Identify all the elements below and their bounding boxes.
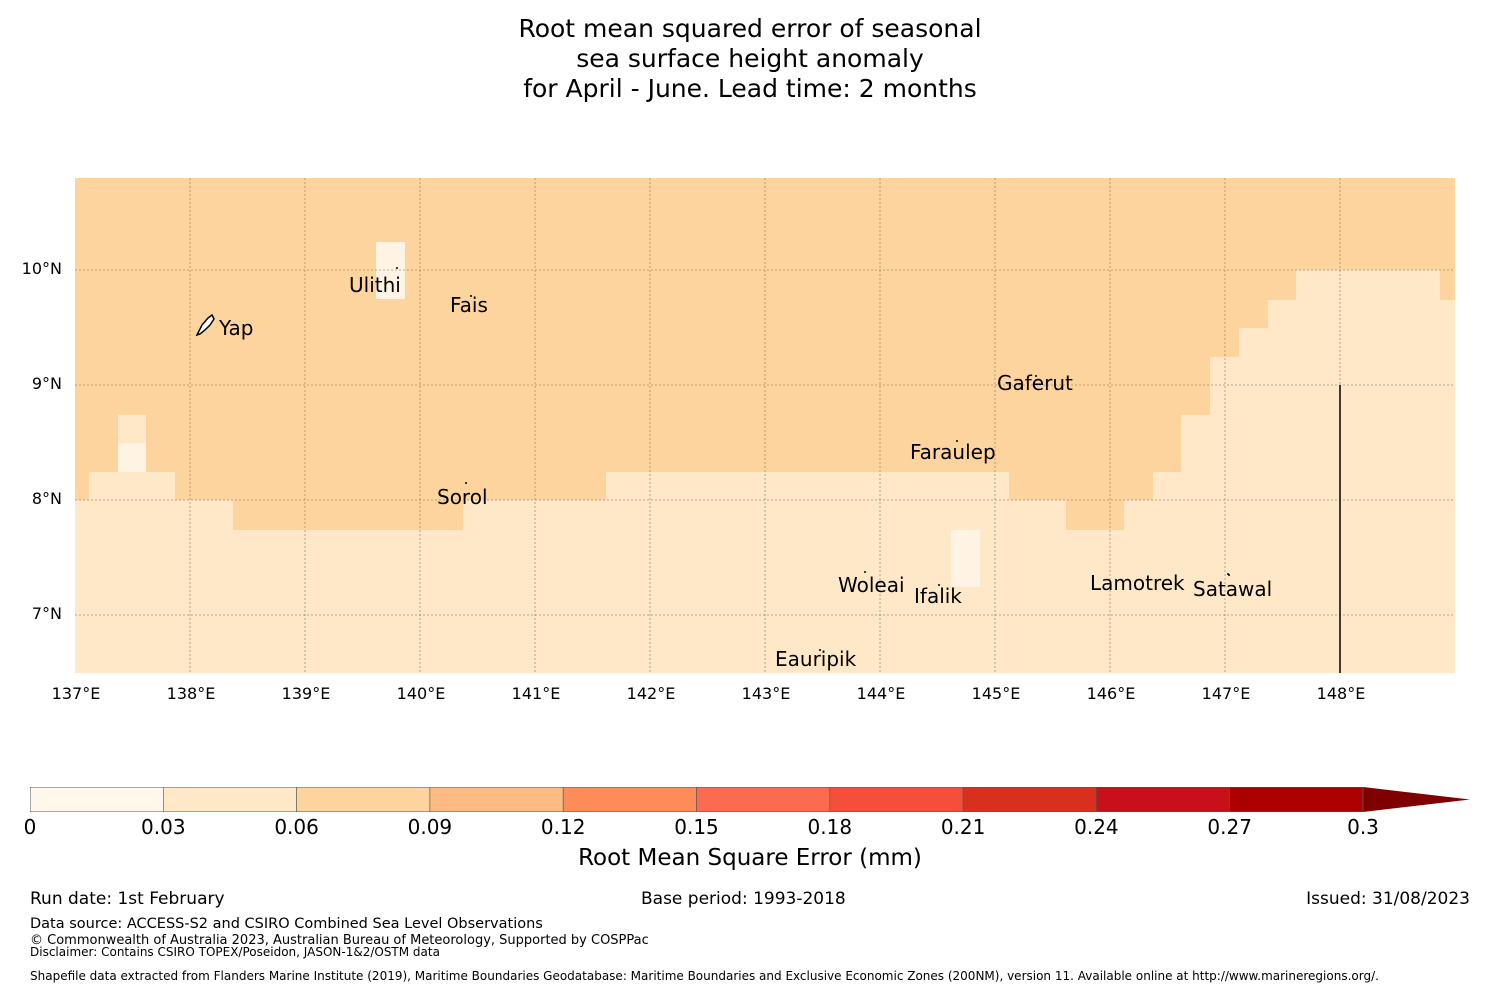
map-canvas: [75, 178, 1455, 673]
lon-tick-label: 143°E: [741, 684, 791, 703]
chart-title: Root mean squared error of seasonal sea …: [518, 14, 982, 103]
colorbar-tick-label: 0.03: [141, 815, 186, 839]
colorbar: [30, 787, 1470, 812]
lon-tick-label: 137°E: [51, 684, 101, 703]
colorbar-segment: [163, 787, 297, 812]
colorbar-outline: [30, 787, 1364, 812]
colorbar-tick-label: 0.09: [407, 815, 453, 839]
lon-tick-label: 145°E: [971, 684, 1021, 703]
colorbar-segment: [962, 787, 1097, 812]
disclaimer: Disclaimer: Contains CSIRO TOPEX/Poseido…: [30, 945, 440, 959]
cell-lowest-ulithi: [376, 242, 405, 299]
place-label-woleai: Woleai: [838, 573, 905, 597]
place-label-fais: Fais: [450, 293, 488, 317]
lon-tick-label: 147°E: [1201, 684, 1251, 703]
lon-tick-label: 141°E: [511, 684, 561, 703]
lon-tick-label: 148°E: [1316, 684, 1366, 703]
colorbar-tick-label: 0.18: [807, 815, 853, 839]
colorbar-extend-arrow: [1363, 787, 1470, 812]
cell-low: [118, 415, 146, 443]
place-label-gaferut: Gaferut: [997, 371, 1073, 395]
low-error-region: [75, 270, 1455, 673]
colorbar-segment: [829, 787, 964, 812]
colorbar-segment: [562, 787, 697, 812]
shapefile-credit: Shapefile data extracted from Flanders M…: [30, 969, 1379, 983]
colorbar-tick-label: 0.24: [1074, 815, 1119, 839]
colorbar-segment: [696, 787, 831, 812]
lat-tick-label: 9°N: [31, 374, 62, 393]
colorbar-segment: [30, 787, 164, 812]
colorbar-tick-label: 0.21: [940, 815, 986, 839]
lat-tick-label: 8°N: [31, 489, 62, 508]
data-source: Data source: ACCESS-S2 and CSIRO Combine…: [30, 916, 543, 932]
place-label-sorol: Sorol: [437, 485, 488, 509]
run-date: Run date: 1st February: [30, 889, 225, 909]
issued-date: Issued: 31/08/2023: [1306, 889, 1470, 909]
lon-tick-label: 146°E: [1086, 684, 1136, 703]
lon-tick-label: 140°E: [396, 684, 446, 703]
yap-island-shape: [195, 313, 215, 337]
lon-tick-label: 142°E: [626, 684, 676, 703]
colorbar-tick-label: 0.3: [1347, 815, 1379, 839]
place-label-eauripik: Eauripik: [775, 647, 857, 671]
map-panel[interactable]: [75, 178, 1455, 673]
colorbar-tick-label: 0.12: [540, 815, 586, 839]
colorbar-segment: [296, 787, 431, 812]
place-label-yap: Yap: [219, 316, 254, 340]
cell-lowest-ifalik: [951, 530, 980, 587]
place-label-lamotrek: Lamotrek: [1090, 571, 1185, 595]
place-label-faraulep: Faraulep: [910, 440, 996, 464]
place-label-ifalik: Ifalik: [914, 584, 962, 608]
cell-lowest: [118, 443, 146, 472]
lat-tick-label: 10°N: [21, 259, 62, 278]
atoll-dots: [396, 267, 1230, 651]
copyright-notice: © Commonwealth of Australia 2023, Austra…: [30, 933, 649, 948]
colorbar-segment: [429, 787, 564, 812]
lon-tick-label: 139°E: [281, 684, 331, 703]
colorbar-tick-label: 0.06: [274, 815, 319, 839]
lon-tick-label: 138°E: [166, 684, 216, 703]
place-label-satawal: Satawal: [1193, 577, 1273, 601]
colorbar-label: Root Mean Square Error (mm): [578, 845, 922, 871]
colorbar-tick-label: 0.15: [674, 815, 719, 839]
lon-tick-label: 144°E: [856, 684, 906, 703]
colorbar-segment: [1229, 787, 1364, 812]
colorbar-segment: [1096, 787, 1231, 812]
base-period: Base period: 1993-2018: [641, 889, 846, 909]
colorbar-tick-label: 0.27: [1207, 815, 1252, 839]
lat-tick-label: 7°N: [31, 604, 62, 623]
place-label-ulithi: Ulithi: [349, 273, 401, 297]
colorbar-tick-label: 0: [23, 815, 37, 839]
